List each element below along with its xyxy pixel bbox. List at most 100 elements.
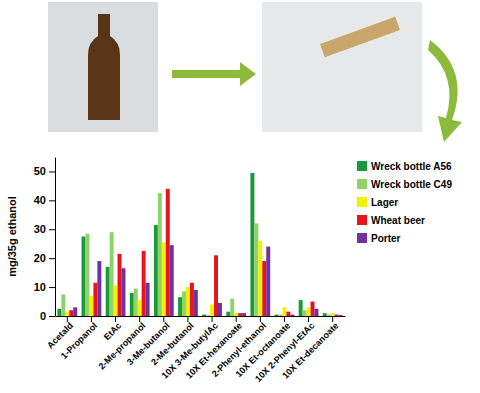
tick-label: 20 (34, 252, 46, 264)
bar (93, 283, 97, 316)
bar (214, 255, 218, 316)
bar (303, 310, 307, 316)
legend-swatch (357, 197, 367, 207)
tick: 50 (34, 165, 55, 177)
bar (262, 261, 266, 316)
bar (138, 300, 142, 316)
bar (178, 297, 182, 316)
photo-bottle (48, 2, 158, 132)
tick: 1-Propanol (59, 316, 99, 361)
tick: 10 (34, 281, 55, 293)
tick-mark (49, 171, 55, 172)
bar (242, 313, 246, 316)
tick-label: 1-Propanol (59, 321, 99, 361)
bar (146, 283, 150, 316)
y-axis: 0 10 20 30 40 50 (34, 158, 56, 323)
legend-label: Wreck bottle A56 (371, 161, 452, 172)
series (73, 245, 342, 316)
bar (258, 241, 262, 316)
tick: 10X Et-decanoate (280, 316, 340, 381)
bar (114, 286, 118, 316)
tick: 0 (40, 310, 55, 322)
series (57, 173, 326, 316)
tick: EtAc (102, 316, 124, 342)
tick: 40 (34, 194, 55, 206)
y-axis-title: mg/35g ethanol (6, 196, 18, 277)
bar (170, 245, 174, 316)
legend-entry: Porter (357, 233, 401, 244)
bar (327, 315, 331, 316)
plot: 0 10 20 30 40 50 Acetald1-PropanolEtAc2-Me-pro… (34, 158, 346, 384)
bar (57, 309, 61, 316)
bar (182, 291, 186, 316)
bar (266, 247, 270, 316)
tick: 20 (34, 252, 55, 264)
bar (190, 283, 194, 316)
axis-line (55, 158, 56, 317)
tick: 2-Me-propanol (97, 316, 148, 371)
photo-lab (262, 2, 422, 132)
bar (61, 294, 65, 316)
series (65, 241, 334, 316)
tick-mark (49, 200, 55, 201)
photo-strip (48, 2, 462, 142)
legend: Wreck bottle A56 Wreck bottle C49 Lager Whe… (357, 161, 452, 244)
bar (134, 289, 138, 316)
bar (97, 261, 101, 316)
tick-label: 10 (34, 281, 46, 293)
tick-mark (49, 229, 55, 230)
bar (130, 293, 134, 316)
bar (73, 307, 77, 316)
bar (323, 313, 327, 316)
tick-mark (49, 316, 55, 317)
bar (315, 309, 319, 316)
bar (226, 312, 230, 316)
bar (339, 315, 343, 316)
tick-mark (49, 258, 55, 259)
tick-label: 0 (40, 310, 46, 322)
bar (290, 315, 294, 316)
bar (154, 225, 158, 316)
bar (279, 315, 283, 316)
bar (106, 267, 110, 316)
bar (311, 302, 315, 316)
bar (162, 242, 166, 316)
legend-label: Lager (371, 197, 398, 208)
bar (158, 193, 162, 316)
bar (166, 189, 170, 316)
bar (234, 313, 238, 316)
legend-label: Wheat beer (371, 215, 425, 226)
bar (335, 315, 339, 316)
bar (202, 315, 206, 316)
bar (206, 315, 210, 316)
series (69, 189, 338, 316)
bar (299, 300, 303, 316)
pipette (320, 17, 400, 58)
legend-label: Porter (371, 233, 401, 244)
bar (89, 296, 93, 316)
bar (210, 304, 214, 316)
bar (331, 313, 335, 316)
tick-label: 30 (34, 223, 46, 235)
tick: 30 (34, 223, 55, 235)
bar (282, 307, 286, 316)
bar (230, 299, 234, 316)
bar (69, 310, 73, 316)
x-axis: Acetald1-PropanolEtAc2-Me-propanol3-Me-b… (45, 316, 345, 384)
legend-label: Wreck bottle C49 (371, 179, 452, 190)
bar (218, 303, 222, 316)
bar (121, 268, 125, 316)
legend-entry: Lager (357, 197, 398, 208)
legend-swatch (357, 215, 367, 225)
legend-entry: Wreck bottle C49 (357, 179, 452, 190)
bar (85, 234, 89, 316)
bar (186, 287, 190, 316)
bar (142, 251, 146, 316)
arrow-right (172, 62, 256, 86)
tick-label: 40 (34, 194, 46, 206)
bar (275, 315, 279, 316)
tick-mark (49, 287, 55, 288)
bottle (88, 14, 120, 120)
bar (110, 232, 114, 316)
bar (118, 254, 122, 316)
